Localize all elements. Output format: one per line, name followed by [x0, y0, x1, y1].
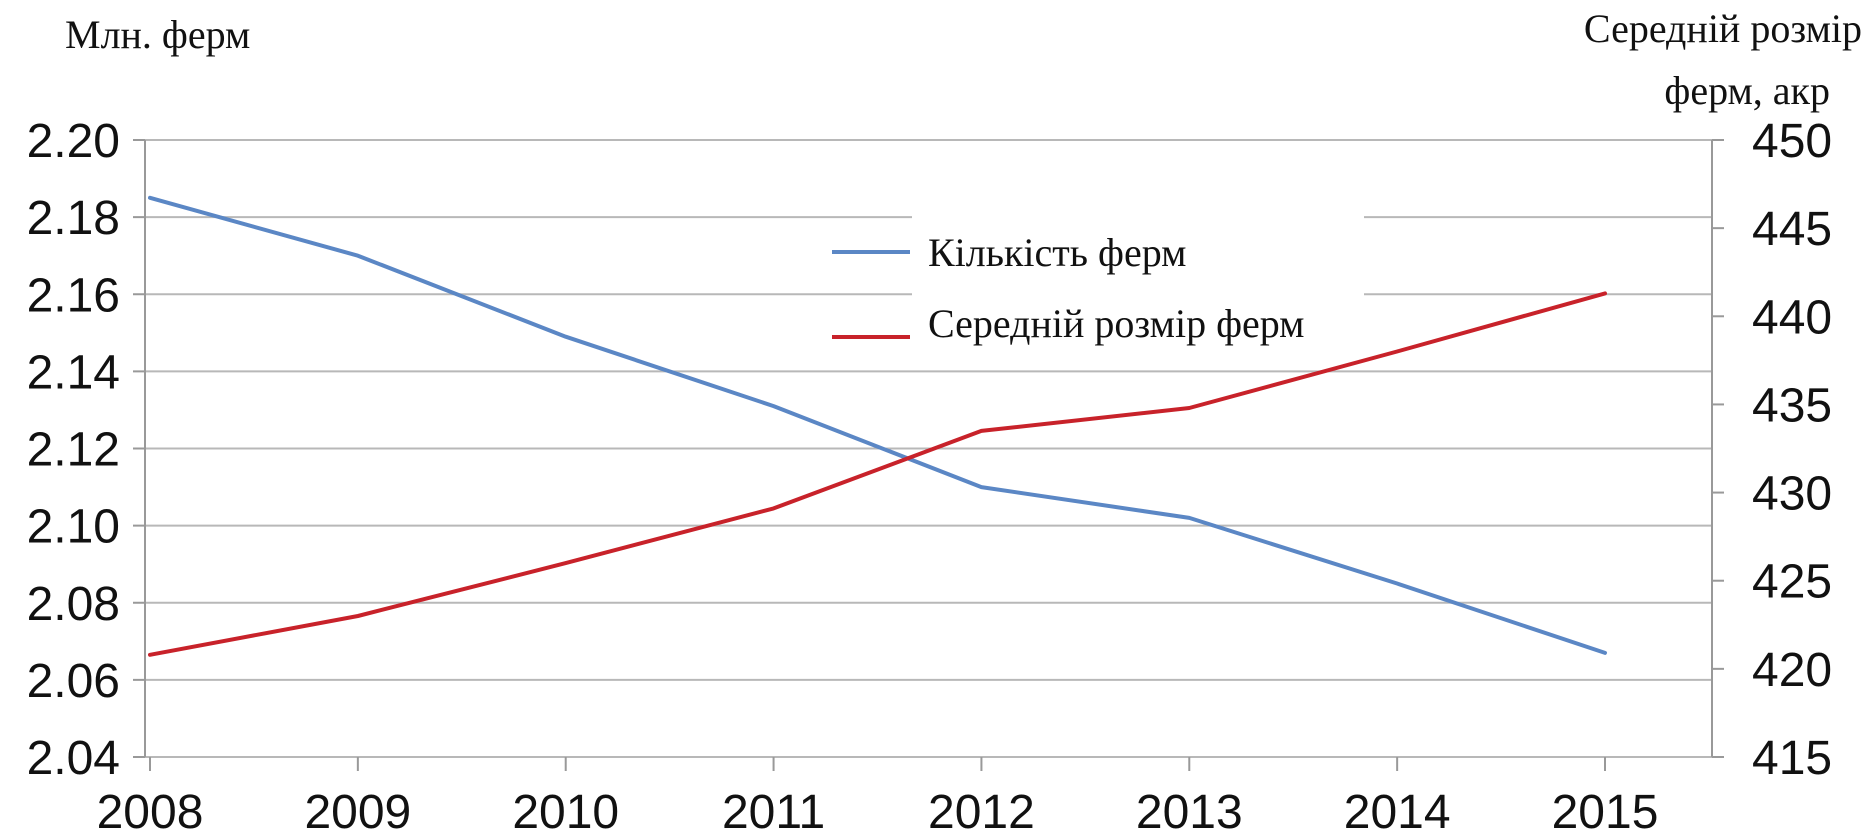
- x-tick-label: 2013: [1136, 786, 1243, 832]
- right-tick-label: 435: [1752, 379, 1832, 432]
- x-tick-label: 2008: [97, 786, 204, 832]
- x-tick-label: 2011: [722, 786, 825, 832]
- x-tick-label: 2010: [512, 786, 619, 832]
- right-tick-label: 415: [1752, 732, 1832, 785]
- left-axis: 2.20 2.18 2.16 2.14 2.12 2.10 2.08 2.06 2.04: [27, 115, 146, 785]
- x-axis: 2008 2009 2010 2011 2012 2013 2014 2015: [97, 757, 1659, 832]
- left-tick-label: 2.16: [27, 269, 120, 322]
- right-tick-label: 445: [1752, 203, 1832, 256]
- left-tick-label: 2.06: [27, 655, 120, 708]
- left-axis-title: Млн. ферм: [65, 12, 250, 57]
- right-tick-label: 440: [1752, 291, 1832, 344]
- legend-label-size: Середній розмір ферм: [928, 301, 1304, 346]
- right-tick-label: 450: [1752, 115, 1832, 168]
- legend-label-count: Кількість ферм: [928, 230, 1186, 275]
- legend: Кількість ферм Середній розмір ферм: [832, 215, 1364, 355]
- left-tick-label: 2.08: [27, 578, 120, 631]
- left-tick-label: 2.12: [27, 424, 120, 477]
- left-tick-label: 2.10: [27, 501, 120, 554]
- right-axis-title-line-2: ферм, акр: [1664, 68, 1830, 113]
- right-axis: 450 445 440 435 430 425 420 415: [1711, 115, 1832, 785]
- x-tick-label: 2015: [1552, 786, 1659, 832]
- left-tick-label: 2.20: [27, 115, 120, 168]
- x-tick-label: 2009: [304, 786, 411, 832]
- series-line-farm-count: [148, 195, 1607, 655]
- x-tick-label: 2012: [928, 786, 1035, 832]
- left-tick-label: 2.04: [27, 732, 120, 785]
- right-tick-label: 420: [1752, 644, 1832, 697]
- left-tick-label: 2.18: [27, 192, 120, 245]
- series-lines: [148, 195, 1607, 657]
- legend-background: [912, 215, 1364, 355]
- left-tick-label: 2.14: [27, 346, 120, 399]
- right-tick-label: 425: [1752, 556, 1832, 609]
- right-axis-title-line-1: Середній розмір: [1584, 6, 1862, 51]
- x-tick-label: 2014: [1344, 786, 1451, 832]
- right-tick-label: 430: [1752, 468, 1832, 521]
- series-line-avg-size: [148, 291, 1607, 657]
